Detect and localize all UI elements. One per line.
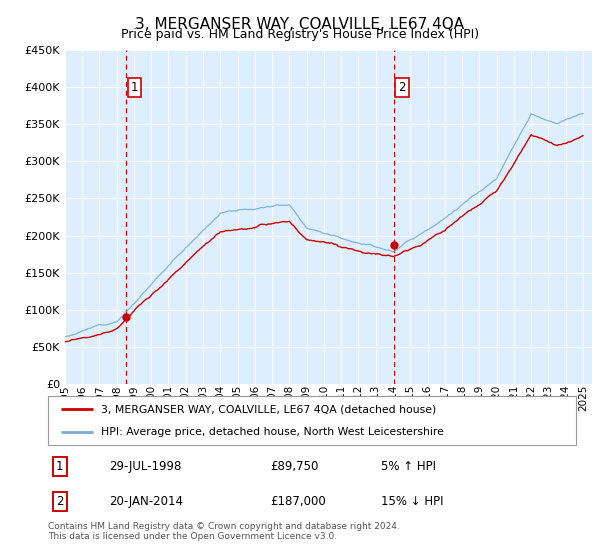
- Text: Contains HM Land Registry data © Crown copyright and database right 2024.
This d: Contains HM Land Registry data © Crown c…: [48, 522, 400, 542]
- Text: 2: 2: [56, 495, 64, 508]
- Text: HPI: Average price, detached house, North West Leicestershire: HPI: Average price, detached house, Nort…: [101, 427, 443, 437]
- Text: 15% ↓ HPI: 15% ↓ HPI: [380, 495, 443, 508]
- Text: 20-JAN-2014: 20-JAN-2014: [109, 495, 183, 508]
- Text: 3, MERGANSER WAY, COALVILLE, LE67 4QA (detached house): 3, MERGANSER WAY, COALVILLE, LE67 4QA (d…: [101, 404, 436, 414]
- Text: 3, MERGANSER WAY, COALVILLE, LE67 4QA: 3, MERGANSER WAY, COALVILLE, LE67 4QA: [136, 17, 464, 32]
- Text: 2: 2: [398, 81, 406, 94]
- Text: 1: 1: [131, 81, 138, 94]
- Text: 1: 1: [56, 460, 64, 473]
- Text: Price paid vs. HM Land Registry's House Price Index (HPI): Price paid vs. HM Land Registry's House …: [121, 28, 479, 41]
- Text: 5% ↑ HPI: 5% ↑ HPI: [380, 460, 436, 473]
- Text: £187,000: £187,000: [270, 495, 326, 508]
- Text: 29-JUL-1998: 29-JUL-1998: [109, 460, 181, 473]
- Text: £89,750: £89,750: [270, 460, 318, 473]
